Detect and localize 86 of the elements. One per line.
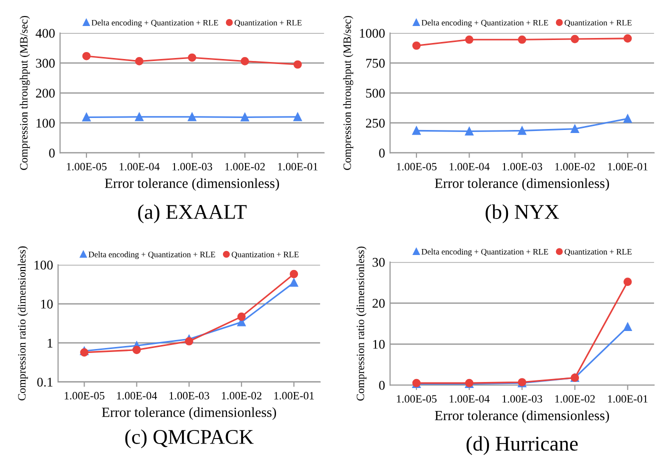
x-axis-title: Error tolerance (dimensionless) xyxy=(434,178,609,191)
x-axis-title: Error tolerance (dimensionless) xyxy=(104,178,279,191)
point xyxy=(518,126,526,135)
y-tick-label: 10 xyxy=(41,300,53,309)
legend-label: Delta encoding + Quantization + RLE xyxy=(92,20,218,28)
text: (d) Hurricane xyxy=(466,436,578,456)
y-tick-label: 100 xyxy=(36,118,55,128)
y-tick-label: 400 xyxy=(36,28,55,38)
x-tick-label: 1.00E-01 xyxy=(608,162,648,170)
point xyxy=(623,278,632,286)
y-axis-title: Compression throughput (MB/sec) xyxy=(343,16,354,170)
y-tick-label: 1 xyxy=(48,338,52,348)
x-tick-label: 1.00E-04 xyxy=(450,395,490,403)
y-axis-title: Compression ratio (dimensionless) xyxy=(18,246,28,400)
x-tick-label: 1.00E-05 xyxy=(396,395,437,403)
y-tick-label: 100 xyxy=(34,260,53,270)
y-tick-label: 0.1 xyxy=(37,378,52,387)
x-tick-label: 1.00E-02 xyxy=(225,162,265,170)
point xyxy=(290,278,298,287)
y-tick-label: 20 xyxy=(372,298,385,308)
legend-label: Delta encoding + Quantization + RLE xyxy=(422,20,548,28)
x-tick-label: 1.00E-03 xyxy=(502,395,542,403)
point xyxy=(240,57,250,66)
legend-label: Quantization + RLE xyxy=(564,20,632,27)
x-tick-label: 1.00E-04 xyxy=(120,162,160,170)
x-tick-label: 1.00E-04 xyxy=(450,162,490,170)
legend-label: Quantization + RLE xyxy=(564,248,632,256)
x-tick-label: 1.00E-03 xyxy=(170,392,210,400)
x-tick-label: 1.00E-02 xyxy=(555,395,595,403)
y-axis-title: Compression throughput (MB/sec) xyxy=(20,16,30,170)
point xyxy=(237,312,246,321)
point xyxy=(82,113,91,122)
text: (b) NYX xyxy=(486,204,559,224)
point xyxy=(518,35,526,44)
point xyxy=(188,53,196,62)
y-tick-label: 30 xyxy=(372,258,385,267)
legend-label: Delta encoding + Quantization + RLE xyxy=(422,248,548,256)
point xyxy=(465,35,474,44)
legend-label: Quantization + RLE xyxy=(232,252,299,259)
point xyxy=(184,337,194,346)
y-tick-label: 250 xyxy=(366,118,385,128)
point xyxy=(623,34,632,43)
x-tick-label: 1.00E-01 xyxy=(274,392,314,400)
y-tick-label: 0 xyxy=(49,148,55,158)
point xyxy=(623,114,632,123)
point xyxy=(465,127,474,136)
legend-label: Delta encoding + Quantization + RLE xyxy=(88,251,216,260)
y-tick-label: 200 xyxy=(36,88,55,98)
point xyxy=(412,41,421,50)
y-tick-label: 10 xyxy=(373,340,385,349)
x-tick-label: 1.00E-02 xyxy=(222,392,262,400)
y-axis-title: Compression ratio (dimensionless) xyxy=(356,246,366,401)
x-tick-label: 1.00E-01 xyxy=(608,395,648,403)
x-axis-title: Error tolerance (dimensionless) xyxy=(102,407,276,420)
x-tick-label: 1.00E-03 xyxy=(172,162,212,170)
point xyxy=(80,348,88,357)
x-tick-label: 1.00E-04 xyxy=(117,392,158,400)
point xyxy=(293,60,302,69)
y-tick-label: 500 xyxy=(366,88,385,98)
point xyxy=(240,113,250,122)
point xyxy=(293,112,302,122)
point xyxy=(188,112,196,122)
x-tick-label: 1.00E-02 xyxy=(555,162,595,170)
x-tick-label: 1.00E-05 xyxy=(396,162,437,170)
point xyxy=(135,112,144,122)
point xyxy=(290,270,298,278)
point xyxy=(412,126,421,135)
point xyxy=(623,322,632,332)
point xyxy=(82,52,91,60)
y-tick-label: 0 xyxy=(379,380,385,390)
legend-label: Quantization + RLE xyxy=(234,20,302,27)
text: (a) EXAALT xyxy=(138,204,247,224)
point xyxy=(132,346,141,354)
x-tick-label: 1.00E-03 xyxy=(502,162,542,170)
x-tick-label: 1.00E-01 xyxy=(278,162,318,170)
y-tick-label: 0 xyxy=(379,148,385,158)
x-tick-label: 1.00E-05 xyxy=(66,162,107,170)
x-axis-title: Error tolerance (dimensionless) xyxy=(434,410,609,424)
text: (c) QMCPACK xyxy=(125,429,254,448)
point xyxy=(135,57,144,66)
y-tick-label: 750 xyxy=(366,58,385,68)
y-tick-label: 300 xyxy=(36,58,55,68)
point xyxy=(570,34,580,44)
x-tick-label: 1.00E-05 xyxy=(64,392,104,400)
y-tick-label: 1000 xyxy=(360,28,385,38)
point xyxy=(570,124,580,134)
